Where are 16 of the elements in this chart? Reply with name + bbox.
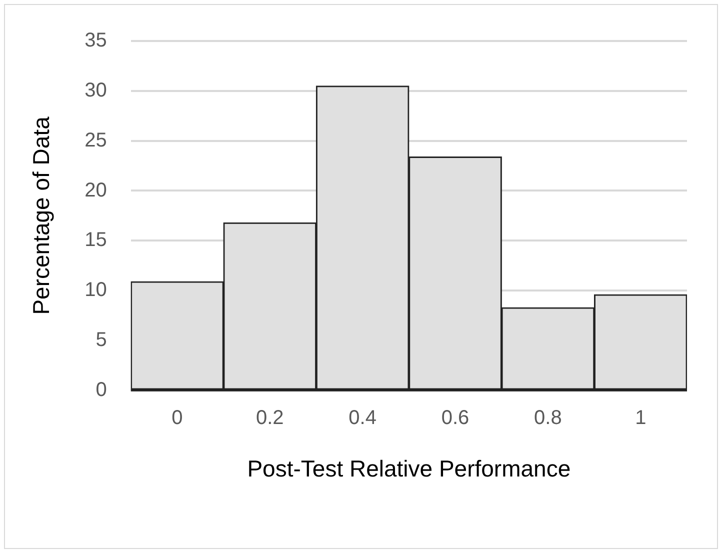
y-tick-label: 10 — [84, 279, 107, 302]
y-tick-label: 35 — [84, 30, 107, 52]
y-tick-label: 0 — [96, 378, 107, 401]
x-tick-label: 1 — [635, 406, 646, 429]
x-tick-label: 0.8 — [534, 406, 562, 429]
x-tick-label: 0.4 — [348, 406, 376, 429]
y-tick-label: 25 — [84, 129, 107, 152]
x-tick-label: 0.6 — [441, 406, 470, 429]
y-axis-title: Percentage of Data — [28, 116, 54, 315]
y-tick-label: 15 — [84, 229, 107, 252]
x-tick-label: 0.2 — [256, 406, 284, 429]
y-tick-label: 30 — [84, 79, 107, 102]
x-tick-label: 0 — [172, 406, 183, 429]
y-tick-label: 5 — [96, 329, 107, 351]
y-tick-label: 20 — [84, 179, 107, 202]
x-axis-title: Post-Test Relative Performance — [247, 456, 571, 482]
